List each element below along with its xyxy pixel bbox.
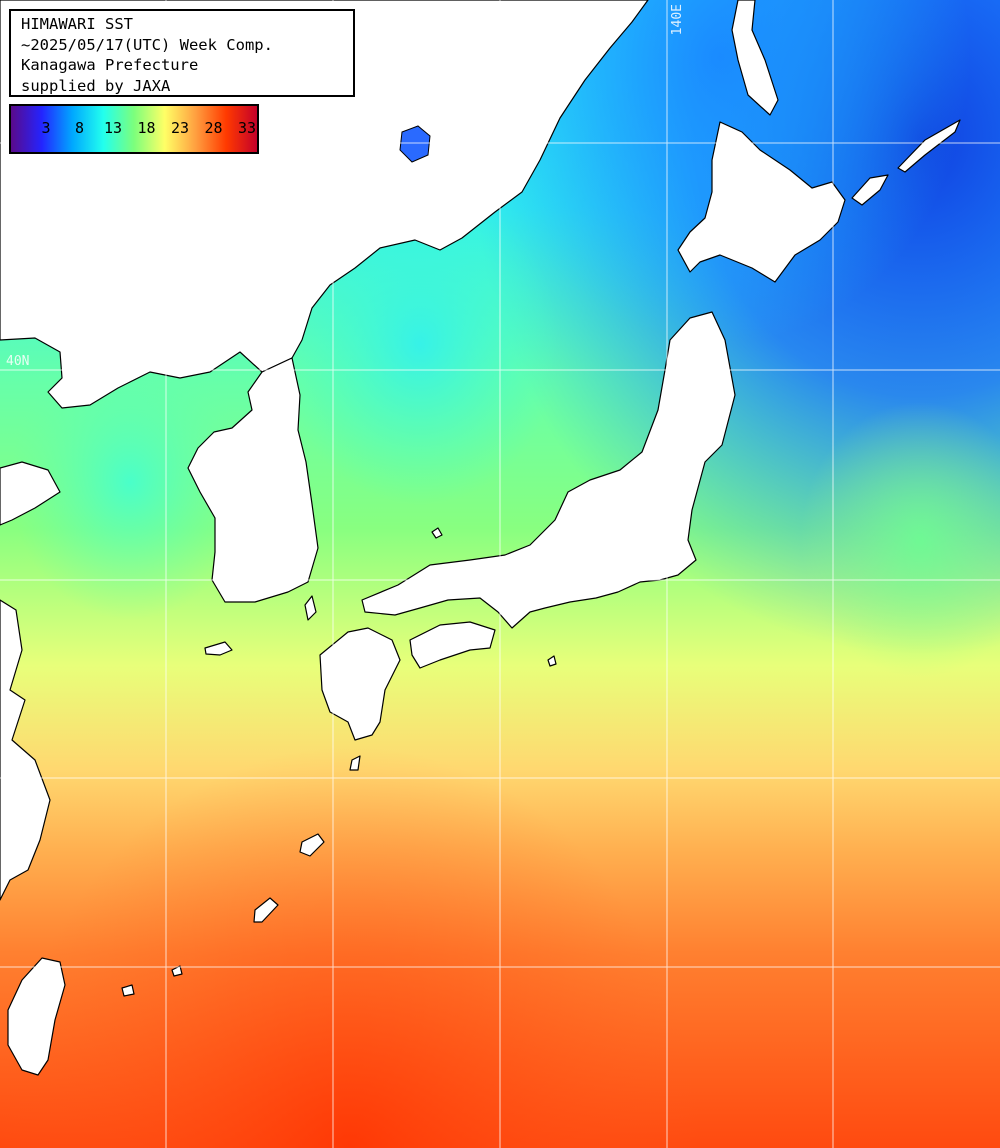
legend-tick-3: 3 (41, 119, 51, 137)
legend-tick-28: 28 (204, 119, 223, 137)
sakhalin (731, 0, 779, 116)
longitude-label-140e: 140E (670, 4, 685, 36)
temperature-legend: 3 8 13 18 23 28 33 (9, 104, 259, 154)
tanegashima (349, 755, 361, 771)
legend-tick-23: 23 (170, 119, 190, 137)
shikoku (409, 621, 496, 669)
kyushu (319, 627, 401, 741)
title-line-product: HIMAWARI SST (21, 15, 133, 33)
legend-tick-labels: 3 8 13 18 23 28 33 (11, 106, 257, 152)
kuril-islands-north (897, 119, 961, 173)
ishigaki (121, 984, 135, 997)
jeju-island (204, 641, 233, 656)
kuril-islands (851, 174, 889, 206)
okinawa (253, 897, 279, 923)
title-line-region: Kanagawa Prefecture (21, 56, 199, 74)
legend-tick-18: 18 (137, 119, 156, 137)
honshu (361, 311, 736, 629)
korean-peninsula (187, 357, 319, 603)
tsushima (304, 595, 317, 621)
hokkaido (677, 121, 846, 283)
asia-mainland (0, 0, 649, 409)
amami (299, 833, 325, 857)
taiwan (7, 957, 66, 1076)
izu-island (547, 655, 557, 667)
title-box: HIMAWARI SST ~2025/05/17(UTC) Week Comp.… (9, 9, 355, 97)
title-line-credit: supplied by JAXA (21, 76, 171, 95)
latitude-label-40n: 40N (6, 354, 30, 369)
china-coast-south (0, 599, 51, 901)
legend-tick-13: 13 (103, 119, 123, 137)
china-coast (0, 461, 61, 526)
land-group (0, 0, 961, 1076)
legend-tick-8: 8 (74, 119, 85, 137)
legend-tick-33: 33 (237, 119, 257, 137)
title-line-date: ~2025/05/17(UTC) Week Comp. (21, 35, 273, 54)
small-island-ulleung (431, 527, 443, 539)
lake-khanka (399, 125, 431, 163)
